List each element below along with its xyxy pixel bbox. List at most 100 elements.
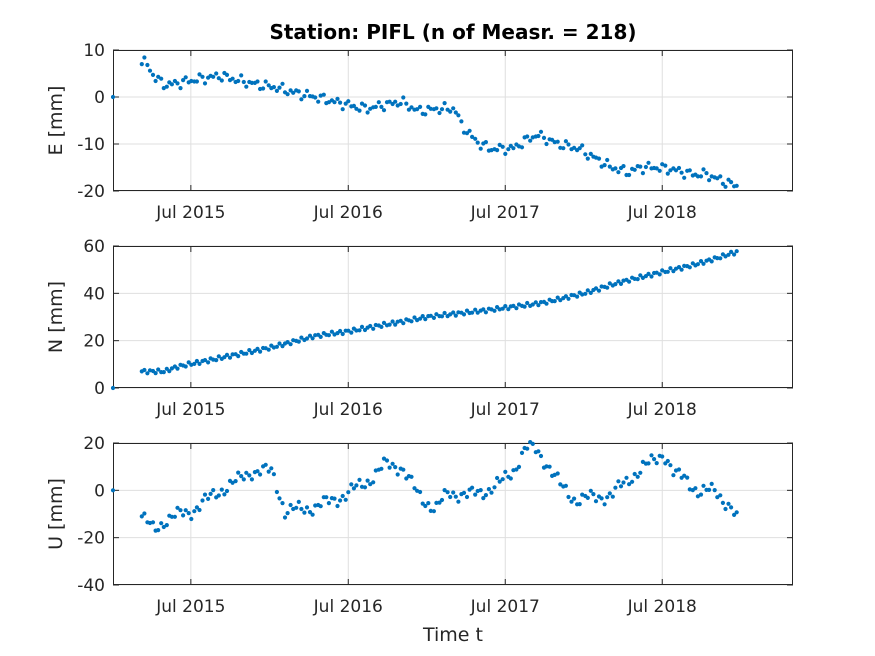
data-point [150, 520, 156, 525]
data-point [695, 262, 701, 267]
data-point [338, 100, 343, 105]
data-point [649, 274, 654, 279]
data-point [340, 331, 345, 337]
data-point [470, 485, 475, 490]
data-point [555, 139, 560, 144]
data-point [448, 494, 453, 500]
data-point [525, 300, 530, 306]
data-point [481, 307, 486, 312]
data-point [373, 104, 378, 109]
data-point [514, 306, 519, 311]
y-tick-label: -10 [77, 135, 105, 155]
data-point [519, 450, 525, 455]
data-point [701, 483, 706, 488]
data-point [682, 263, 687, 268]
data-point [453, 110, 458, 115]
data-point [673, 168, 679, 173]
data-point [304, 88, 310, 93]
data-point [451, 106, 456, 111]
x-tick-label: Jul 2018 [627, 597, 697, 617]
data-point [189, 516, 194, 522]
data-point [516, 464, 522, 469]
data-point [390, 319, 395, 324]
data-point [274, 88, 279, 93]
axes-box [113, 246, 793, 388]
data-point [302, 510, 307, 515]
data-point [206, 496, 211, 501]
data-point [183, 364, 188, 369]
data-point [437, 110, 442, 116]
data-point [483, 310, 488, 315]
data-point [310, 512, 315, 517]
data-point [497, 142, 502, 147]
data-point [445, 490, 450, 495]
data-point [538, 453, 544, 459]
data-point [233, 479, 238, 484]
data-point [395, 472, 400, 477]
data-point [627, 279, 632, 284]
data-point [649, 453, 654, 458]
data-point [657, 168, 662, 173]
data-point [538, 300, 544, 305]
data-point [393, 99, 398, 104]
data-point [194, 358, 199, 364]
data-point [332, 496, 337, 501]
data-point [575, 294, 580, 299]
x-tick-label: Jul 2016 [313, 400, 383, 420]
data-point [401, 95, 406, 100]
data-point [616, 479, 621, 484]
data-point [211, 488, 216, 493]
data-point [161, 524, 166, 530]
data-point [415, 107, 420, 112]
data-point [202, 492, 208, 497]
y-tick-label: 0 [94, 379, 105, 399]
data-point [720, 500, 726, 505]
data-point [492, 485, 497, 490]
data-point [142, 511, 147, 516]
data-point [418, 489, 423, 495]
data-point [533, 300, 538, 305]
x-tick-label: Jul 2015 [155, 597, 225, 617]
data-point [451, 310, 456, 315]
data-point [668, 463, 673, 468]
data-point [467, 128, 472, 133]
data-point [442, 101, 447, 106]
data-point [481, 496, 486, 501]
data-point [541, 135, 547, 140]
data-point [547, 464, 552, 469]
data-point [183, 508, 188, 513]
data-point [558, 482, 563, 487]
data-point [164, 84, 169, 89]
data-point [244, 84, 249, 89]
data-point [255, 469, 260, 474]
data-point [588, 290, 593, 295]
data-point [732, 252, 737, 257]
data-point [249, 80, 254, 85]
data-point [167, 369, 172, 374]
data-point [266, 83, 271, 88]
data-point [665, 458, 670, 464]
data-point [448, 312, 453, 317]
data-point [729, 180, 734, 185]
data-point [304, 336, 310, 341]
data-point [381, 456, 387, 461]
data-point [274, 344, 279, 349]
data-point [500, 144, 505, 149]
x-tick-label: Jul 2015 [155, 400, 225, 420]
data-point [296, 89, 301, 94]
data-point [473, 136, 478, 141]
data-point [181, 78, 186, 83]
data-point [616, 170, 621, 175]
data-point [393, 465, 398, 470]
data-point [616, 279, 621, 284]
data-point [596, 156, 602, 161]
data-point [326, 333, 331, 338]
data-point [492, 308, 497, 313]
data-point [324, 495, 329, 500]
data-point [412, 315, 417, 320]
y-tick-label: 0 [94, 88, 105, 108]
data-point [387, 465, 392, 470]
data-point [519, 145, 525, 150]
data-point [522, 304, 527, 309]
